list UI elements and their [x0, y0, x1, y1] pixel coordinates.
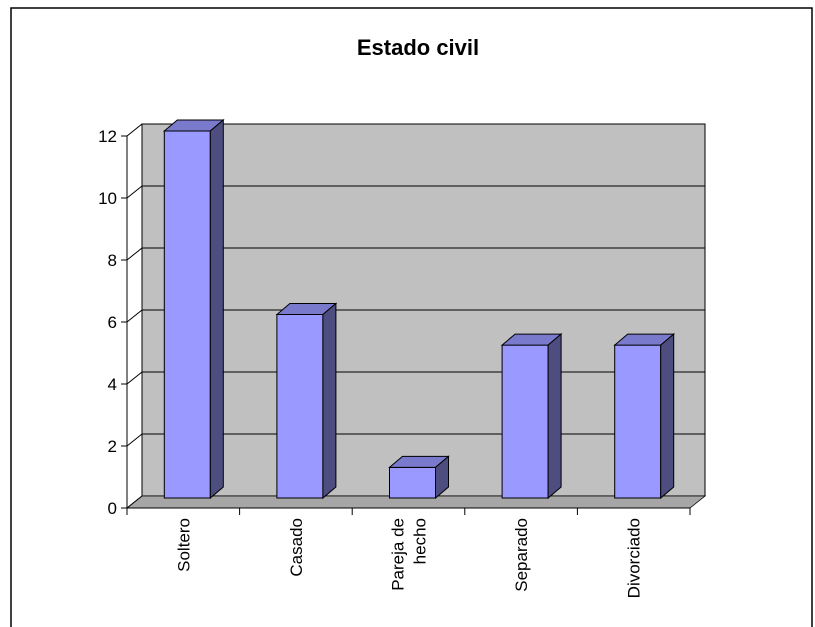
x-category-label: Divorciado	[625, 518, 644, 598]
bar-divorciado	[613, 333, 676, 500]
bar-side	[322, 302, 337, 500]
bars	[162, 118, 676, 500]
gridline-depth	[126, 247, 143, 261]
x-tick-labels: Soltero Casado Pareja de hecho Separado Divor…	[174, 518, 643, 598]
y-tick-label: 2	[108, 437, 117, 456]
y-tick-label: 10	[98, 189, 117, 208]
bar-front	[389, 466, 436, 499]
x-category-label: Soltero	[174, 518, 193, 572]
bar-front	[614, 344, 662, 499]
y-tick-label: 4	[108, 375, 117, 394]
bar-side	[547, 333, 562, 500]
y-tick-label: 6	[108, 313, 117, 332]
bar-front	[501, 344, 549, 499]
gridline-depth	[126, 495, 143, 509]
bar-pareja-de-hecho	[388, 455, 450, 500]
y-tick-label: 8	[108, 251, 117, 270]
bar-side	[209, 118, 224, 500]
gridline-depth	[126, 123, 143, 137]
grid-lines	[121, 123, 705, 509]
bar-side	[660, 333, 675, 500]
x-category-label: hecho	[411, 518, 430, 564]
x-category-label: Casado	[287, 518, 306, 577]
y-tick-label: 12	[98, 127, 117, 146]
bar-front	[163, 130, 211, 499]
gridline-depth	[126, 371, 143, 385]
gridline-depth	[126, 309, 143, 323]
y-tick-labels: 0 2 4 6 8 10 12	[98, 127, 117, 518]
bar-separado	[500, 333, 563, 500]
x-category-label: Pareja de	[389, 518, 408, 591]
bar-side	[435, 455, 449, 500]
bar-casado	[275, 302, 338, 500]
axes	[126, 136, 691, 515]
gridline-depth	[126, 433, 143, 447]
bar-front	[276, 314, 324, 499]
gridline-depth	[126, 185, 143, 199]
bar-soltero	[162, 118, 225, 500]
x-category-label: Separado	[512, 518, 531, 592]
y-tick-label: 0	[108, 499, 117, 518]
chart-title: Estado civil	[357, 35, 479, 60]
